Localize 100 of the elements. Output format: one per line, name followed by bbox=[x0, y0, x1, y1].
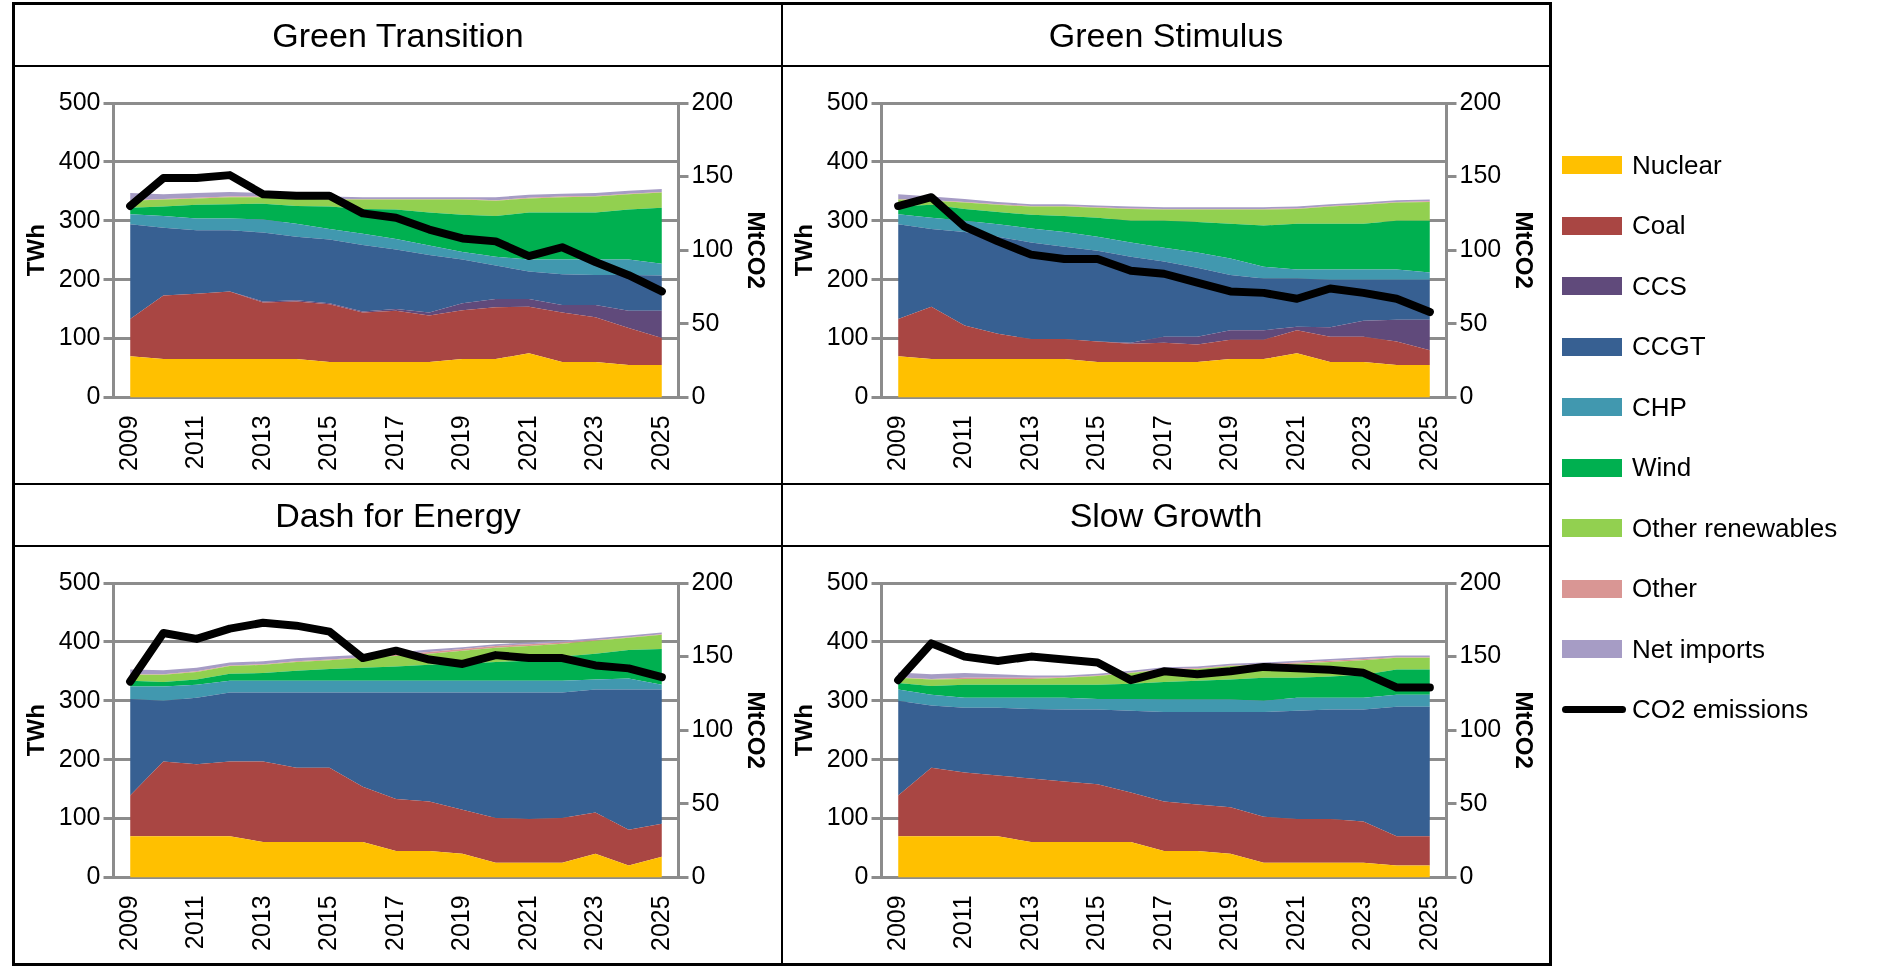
x-tick-label: 2019 bbox=[1214, 415, 1243, 472]
x-tick-label: 2021 bbox=[512, 415, 541, 472]
y-tick-label: 500 bbox=[826, 86, 869, 115]
legend-label: CO2 emissions bbox=[1632, 694, 1809, 726]
y2-tick-label: 150 bbox=[1459, 160, 1502, 189]
y-tick-label: 400 bbox=[826, 625, 869, 654]
y-tick-label: 300 bbox=[58, 684, 101, 713]
y2-axis-title: MtCO2 bbox=[1510, 211, 1538, 289]
y2-tick-label: 150 bbox=[691, 160, 734, 189]
x-tick-label: 2009 bbox=[882, 895, 911, 952]
x-tick-label: 2019 bbox=[446, 415, 475, 472]
x-tick-label: 2009 bbox=[882, 415, 911, 472]
x-tick-label: 2013 bbox=[1014, 415, 1043, 472]
x-tick-label: 2017 bbox=[379, 895, 408, 952]
chart-title: Green Stimulus bbox=[783, 5, 1549, 67]
y2-tick-label: 0 bbox=[1459, 861, 1474, 890]
y2-tick-label: 200 bbox=[1459, 86, 1502, 115]
x-tick-label: 2021 bbox=[1280, 895, 1309, 952]
x-tick-label: 2025 bbox=[645, 895, 674, 952]
x-tick-label: 2013 bbox=[246, 415, 275, 472]
y-tick-label: 100 bbox=[58, 802, 101, 831]
y-axis-title: TWh bbox=[22, 224, 50, 277]
y2-tick-label: 150 bbox=[1459, 640, 1502, 669]
y2-tick-label: 150 bbox=[691, 640, 734, 669]
y-tick-label: 0 bbox=[86, 861, 101, 890]
x-tick-label: 2011 bbox=[948, 415, 977, 470]
x-tick-label: 2013 bbox=[246, 895, 275, 952]
y-tick-label: 200 bbox=[58, 263, 101, 292]
y-tick-label: 200 bbox=[58, 743, 101, 772]
y2-tick-label: 0 bbox=[691, 381, 706, 410]
x-tick-label: 2009 bbox=[114, 895, 143, 952]
x-tick-label: 2015 bbox=[1081, 415, 1110, 472]
y-tick-label: 200 bbox=[826, 743, 869, 772]
y2-tick-label: 50 bbox=[1459, 307, 1488, 336]
legend-label: CHP bbox=[1632, 391, 1687, 423]
x-tick-label: 2015 bbox=[313, 415, 342, 472]
y2-tick-label: 50 bbox=[691, 307, 720, 336]
chart-title: Green Transition bbox=[15, 5, 781, 67]
x-tick-label: 2021 bbox=[1280, 415, 1309, 472]
y-tick-label: 0 bbox=[854, 381, 869, 410]
x-tick-label: 2011 bbox=[948, 895, 977, 950]
y-tick-label: 0 bbox=[854, 861, 869, 890]
y2-axis-title: MtCO2 bbox=[1510, 691, 1538, 769]
x-tick-label: 2017 bbox=[1147, 895, 1176, 952]
y-tick-label: 300 bbox=[826, 684, 869, 713]
y-tick-label: 300 bbox=[58, 204, 101, 233]
y-tick-label: 500 bbox=[826, 566, 869, 595]
legend-label: CCGT bbox=[1632, 331, 1706, 363]
x-tick-label: 2019 bbox=[446, 895, 475, 952]
y2-tick-label: 100 bbox=[1459, 714, 1502, 743]
y-tick-label: 300 bbox=[826, 204, 869, 233]
x-tick-label: 2023 bbox=[1347, 895, 1376, 952]
x-tick-label: 2009 bbox=[114, 415, 143, 472]
x-tick-label: 2019 bbox=[1214, 895, 1243, 952]
chart-title: Dash for Energy bbox=[15, 485, 781, 547]
x-tick-label: 2023 bbox=[579, 415, 608, 472]
y2-axis-title: MtCO2 bbox=[742, 691, 770, 769]
legend-label: Wind bbox=[1632, 452, 1692, 484]
y-axis-title: TWh bbox=[790, 224, 818, 277]
y2-tick-label: 100 bbox=[1459, 234, 1502, 263]
legend-label: Nuclear bbox=[1632, 149, 1722, 181]
legend-label: Other bbox=[1632, 573, 1698, 605]
y2-tick-label: 200 bbox=[1459, 566, 1502, 595]
y-tick-label: 400 bbox=[58, 625, 101, 654]
y-tick-label: 400 bbox=[58, 145, 101, 174]
x-tick-label: 2015 bbox=[1081, 895, 1110, 952]
x-tick-label: 2023 bbox=[579, 895, 608, 952]
y2-tick-label: 200 bbox=[691, 86, 734, 115]
y2-tick-label: 100 bbox=[691, 714, 734, 743]
y2-tick-label: 100 bbox=[691, 234, 734, 263]
legend-label: CCS bbox=[1632, 270, 1687, 302]
y-tick-label: 100 bbox=[826, 802, 869, 831]
y-tick-label: 0 bbox=[86, 381, 101, 410]
legend-label: Other renewables bbox=[1632, 512, 1838, 544]
x-tick-label: 2025 bbox=[1413, 895, 1442, 952]
y2-tick-label: 50 bbox=[691, 787, 720, 816]
x-tick-label: 2013 bbox=[1014, 895, 1043, 952]
legend-label: Coal bbox=[1632, 210, 1686, 242]
y2-tick-label: 200 bbox=[691, 566, 734, 595]
y2-tick-label: 0 bbox=[691, 861, 706, 890]
y2-tick-label: 50 bbox=[1459, 787, 1488, 816]
y-tick-label: 100 bbox=[58, 322, 101, 351]
y2-axis-title: MtCO2 bbox=[742, 211, 770, 289]
x-tick-label: 2017 bbox=[1147, 415, 1176, 472]
y-tick-label: 500 bbox=[58, 566, 101, 595]
y2-tick-label: 0 bbox=[1459, 381, 1474, 410]
x-tick-label: 2015 bbox=[313, 895, 342, 952]
y-axis-title: TWh bbox=[790, 704, 818, 757]
legend-label: Net imports bbox=[1632, 633, 1765, 665]
y-tick-label: 500 bbox=[58, 86, 101, 115]
y-tick-label: 200 bbox=[826, 263, 869, 292]
x-tick-label: 2021 bbox=[512, 895, 541, 952]
y-tick-label: 400 bbox=[826, 145, 869, 174]
x-tick-label: 2025 bbox=[1413, 415, 1442, 472]
x-tick-label: 2025 bbox=[645, 415, 674, 472]
x-tick-label: 2023 bbox=[1347, 415, 1376, 472]
x-tick-label: 2017 bbox=[379, 415, 408, 472]
y-tick-label: 100 bbox=[826, 322, 869, 351]
x-tick-label: 2011 bbox=[180, 895, 209, 950]
x-tick-label: 2011 bbox=[180, 415, 209, 470]
